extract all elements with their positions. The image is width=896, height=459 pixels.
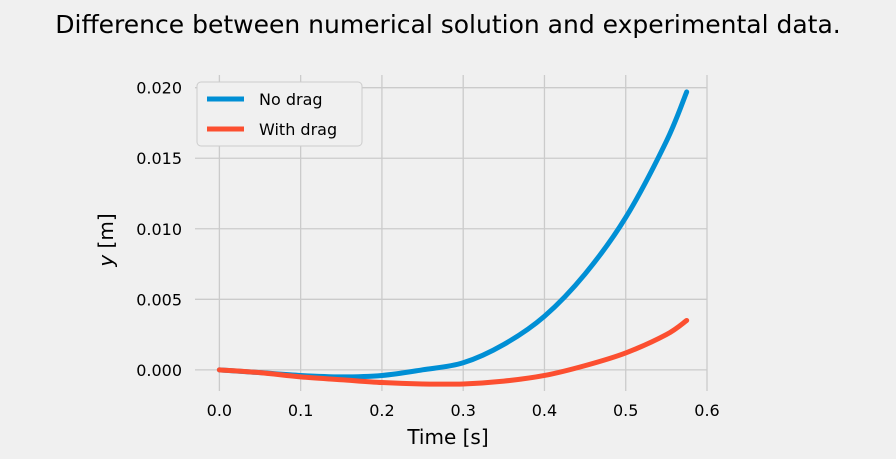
legend-label-2: With drag: [259, 120, 337, 139]
y-axis-label-var: y: [94, 254, 118, 268]
legend-label-1: No drag: [259, 90, 323, 109]
chart-title: Difference between numerical solution an…: [55, 10, 840, 39]
x-tick-label: 0.0: [207, 401, 232, 420]
x-tick-label: 0.3: [450, 401, 475, 420]
y-tick-label: 0.020: [136, 79, 182, 98]
y-axis-label: y [m]: [94, 213, 118, 267]
y-tick-label: 0.005: [136, 290, 182, 309]
y-tick-label: 0.010: [136, 220, 182, 239]
x-tick-label: 0.1: [288, 401, 313, 420]
x-tick-label: 0.5: [613, 401, 638, 420]
series-line-2: [216, 317, 690, 387]
x-axis-label: Time [s]: [406, 425, 488, 449]
x-tick-label: 0.2: [369, 401, 394, 420]
y-tick-label: 0.015: [136, 149, 182, 168]
x-tick-label: 0.6: [694, 401, 719, 420]
x-tick-label: 0.4: [532, 401, 557, 420]
legend: No drag With drag: [196, 81, 363, 147]
y-axis-label-unit: [m]: [94, 213, 118, 254]
tick-labels: 0.0 0.1 0.2 0.3 0.4 0.5 0.6 0.000 0.005 0.010 0.01…: [136, 79, 720, 420]
series: [216, 89, 690, 387]
y-tick-label: 0.000: [136, 361, 182, 380]
